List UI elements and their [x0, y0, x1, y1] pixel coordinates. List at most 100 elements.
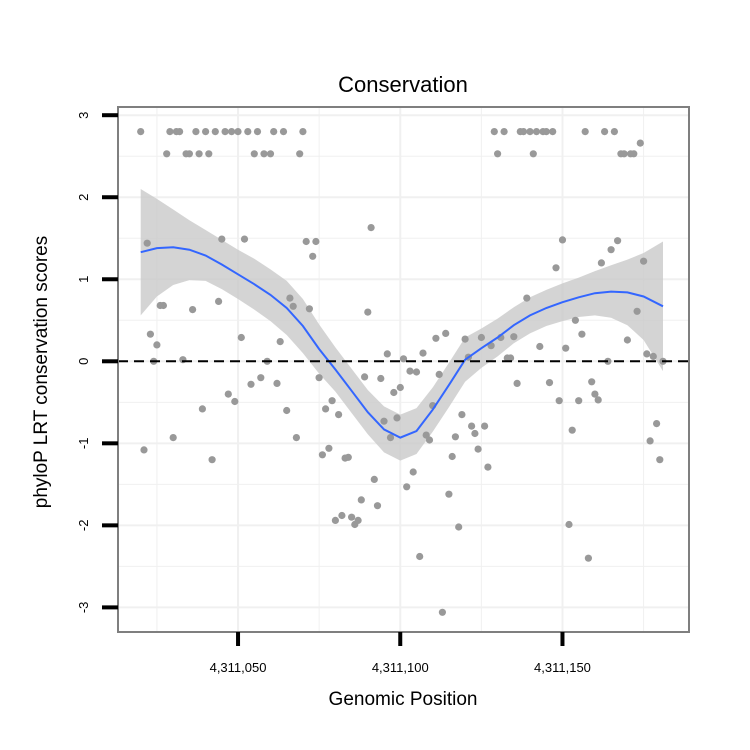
- data-point: [620, 150, 628, 158]
- data-point: [335, 411, 343, 419]
- data-point: [140, 446, 148, 454]
- data-point: [500, 128, 508, 136]
- data-point: [588, 378, 596, 386]
- data-point: [636, 139, 644, 147]
- data-point: [361, 373, 369, 381]
- data-point: [270, 128, 278, 136]
- data-point: [315, 374, 323, 382]
- data-point: [221, 128, 229, 136]
- data-point: [250, 150, 258, 158]
- data-point: [649, 352, 657, 360]
- data-point: [279, 128, 288, 136]
- data-point: [519, 128, 528, 136]
- data-point: [364, 308, 372, 316]
- data-point: [536, 342, 544, 351]
- data-point: [163, 150, 171, 158]
- data-point: [348, 513, 356, 521]
- data-point: [276, 338, 284, 346]
- data-point: [542, 128, 550, 136]
- data-point: [578, 330, 586, 338]
- data-point: [244, 128, 252, 136]
- data-point: [451, 433, 459, 441]
- data-point: [299, 128, 307, 136]
- data-point: [494, 150, 502, 158]
- data-point: [344, 453, 352, 461]
- data-point: [357, 496, 365, 504]
- data-point: [607, 246, 615, 254]
- data-point: [338, 511, 346, 520]
- data-point: [257, 374, 265, 382]
- data-point: [646, 437, 654, 445]
- data-point: [312, 237, 320, 246]
- data-point: [477, 333, 485, 342]
- y-tick-label: 0: [76, 358, 91, 365]
- data-point: [208, 456, 216, 464]
- data-point: [393, 414, 401, 422]
- data-point: [471, 429, 479, 438]
- data-point: [565, 520, 573, 529]
- data-point: [435, 370, 443, 378]
- data-point: [380, 417, 388, 425]
- data-point: [571, 316, 580, 324]
- data-point: [523, 294, 531, 302]
- data-point: [185, 150, 193, 158]
- x-tick-label: 4,311,150: [534, 660, 591, 675]
- data-point: [322, 405, 330, 413]
- data-point: [409, 468, 417, 476]
- data-point: [552, 264, 560, 272]
- data-point: [224, 390, 232, 398]
- data-point: [305, 305, 313, 313]
- data-point: [231, 397, 239, 406]
- data-point: [438, 608, 446, 616]
- data-point: [558, 236, 567, 244]
- data-point: [455, 523, 463, 531]
- data-point: [260, 150, 268, 158]
- data-point: [614, 237, 622, 245]
- data-point: [386, 434, 395, 442]
- data-point: [555, 397, 563, 405]
- data-point: [448, 452, 456, 461]
- x-tick-label: 4,311,050: [210, 660, 267, 675]
- data-point: [425, 436, 434, 444]
- data-point: [584, 554, 593, 562]
- smooth-line-layer: [140, 246, 664, 439]
- data-point: [507, 354, 515, 362]
- data-point: [432, 334, 440, 342]
- data-point: [458, 411, 466, 419]
- data-point: [228, 128, 236, 136]
- y-tick-label: -1: [76, 438, 91, 450]
- data-point: [331, 516, 339, 525]
- data-point: [302, 237, 310, 246]
- axes: 4,311,050 4,311,100 4,311,150 -3 -2 -1 0 1 2 3: [76, 112, 591, 675]
- data-point: [283, 406, 291, 415]
- x-tick-label: 4,311,100: [372, 660, 429, 675]
- data-point: [309, 252, 317, 260]
- data-point: [189, 306, 197, 314]
- data-point: [370, 475, 378, 483]
- data-point: [143, 239, 151, 247]
- data-point: [468, 422, 476, 430]
- data-point: [490, 128, 498, 136]
- data-point: [266, 150, 275, 158]
- data-point: [202, 128, 210, 136]
- data-point: [367, 224, 375, 232]
- data-point: [610, 128, 619, 136]
- data-points: [137, 128, 667, 616]
- y-tick-label: 1: [76, 276, 91, 283]
- y-tick-label: 2: [76, 194, 91, 201]
- data-point: [532, 128, 541, 136]
- data-point: [176, 128, 184, 136]
- y-axis-title: phyloP LRT conservation scores: [31, 236, 52, 509]
- data-point: [403, 483, 411, 491]
- data-point: [218, 235, 226, 243]
- data-point: [383, 350, 391, 358]
- data-point: [234, 128, 242, 136]
- data-point: [253, 128, 262, 136]
- chart-title: Conservation: [338, 72, 468, 97]
- data-point: [416, 552, 424, 561]
- data-point: [169, 434, 177, 442]
- data-point: [325, 444, 333, 452]
- data-point: [247, 380, 255, 388]
- data-point: [289, 302, 297, 310]
- data-point: [198, 405, 206, 413]
